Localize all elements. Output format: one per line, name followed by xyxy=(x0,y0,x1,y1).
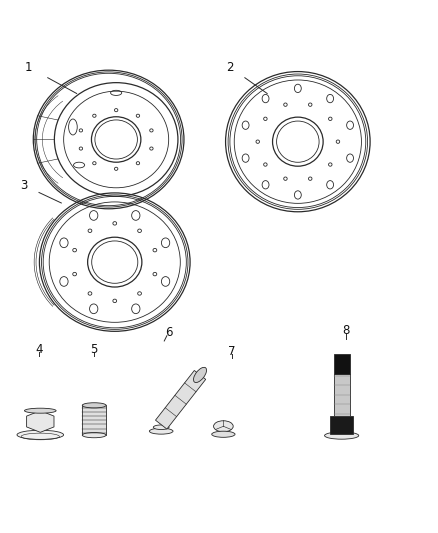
Ellipse shape xyxy=(88,292,92,295)
Text: 2: 2 xyxy=(226,61,234,74)
Text: 7: 7 xyxy=(228,345,236,358)
Ellipse shape xyxy=(113,222,117,225)
Ellipse shape xyxy=(93,114,96,117)
Ellipse shape xyxy=(284,177,287,180)
Ellipse shape xyxy=(25,408,56,413)
Ellipse shape xyxy=(82,432,106,438)
Ellipse shape xyxy=(79,147,83,150)
Ellipse shape xyxy=(264,117,267,120)
Text: 6: 6 xyxy=(165,326,173,338)
Ellipse shape xyxy=(328,163,332,166)
Ellipse shape xyxy=(113,299,117,303)
Text: 8: 8 xyxy=(343,324,350,336)
Ellipse shape xyxy=(82,403,106,408)
Ellipse shape xyxy=(136,161,140,165)
Ellipse shape xyxy=(212,431,235,437)
Text: 5: 5 xyxy=(91,343,98,356)
Polygon shape xyxy=(82,405,106,435)
Polygon shape xyxy=(155,370,206,429)
Ellipse shape xyxy=(88,229,92,232)
Ellipse shape xyxy=(93,161,96,165)
Ellipse shape xyxy=(136,114,140,117)
Ellipse shape xyxy=(138,292,141,295)
Ellipse shape xyxy=(17,430,64,439)
Polygon shape xyxy=(27,411,54,432)
Text: 3: 3 xyxy=(21,179,28,192)
Ellipse shape xyxy=(73,272,77,276)
Ellipse shape xyxy=(79,129,83,132)
Ellipse shape xyxy=(214,421,233,432)
Ellipse shape xyxy=(256,140,259,143)
Ellipse shape xyxy=(114,167,118,171)
Ellipse shape xyxy=(150,147,153,150)
Ellipse shape xyxy=(114,109,118,112)
Polygon shape xyxy=(334,354,350,374)
Ellipse shape xyxy=(194,367,207,383)
Ellipse shape xyxy=(153,272,157,276)
Text: 1: 1 xyxy=(25,61,32,74)
Ellipse shape xyxy=(153,248,157,252)
Ellipse shape xyxy=(149,428,173,434)
Ellipse shape xyxy=(325,432,359,439)
Ellipse shape xyxy=(308,103,312,107)
Ellipse shape xyxy=(150,129,153,132)
Ellipse shape xyxy=(138,229,141,232)
Ellipse shape xyxy=(336,140,340,143)
Polygon shape xyxy=(330,416,353,434)
Ellipse shape xyxy=(153,425,169,430)
Ellipse shape xyxy=(308,177,312,180)
Ellipse shape xyxy=(264,163,267,166)
Ellipse shape xyxy=(328,117,332,120)
Polygon shape xyxy=(334,374,350,416)
Text: 4: 4 xyxy=(35,343,43,356)
Ellipse shape xyxy=(284,103,287,107)
Ellipse shape xyxy=(73,248,77,252)
